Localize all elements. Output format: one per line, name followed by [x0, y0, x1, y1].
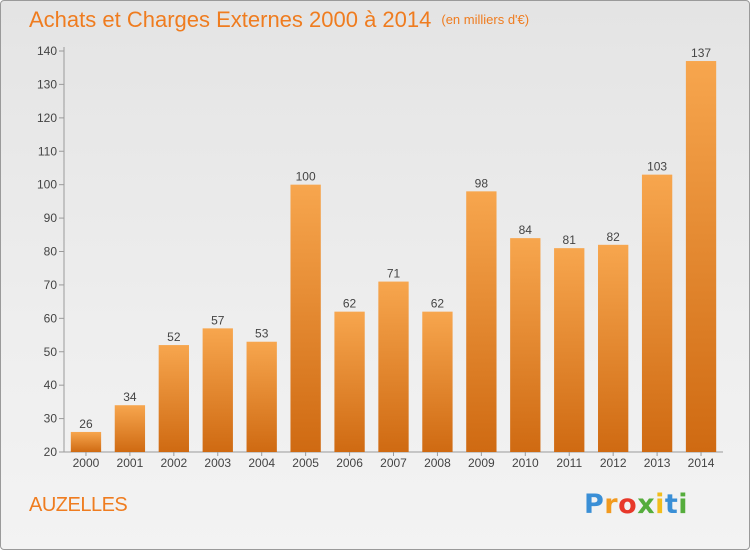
bar: [334, 311, 365, 452]
y-tick-label: 60: [44, 311, 58, 325]
x-tick-label: 2010: [512, 456, 539, 470]
y-tick-label: 130: [37, 77, 57, 91]
bar: [202, 328, 233, 452]
bar: [70, 431, 102, 452]
bar-value-label: 52: [167, 330, 181, 344]
bar-value-label: 103: [647, 160, 667, 174]
bar-value-label: 71: [387, 267, 401, 281]
bar: [246, 341, 277, 452]
x-tick-label: 2007: [380, 456, 407, 470]
bar-value-label: 100: [296, 170, 316, 184]
x-tick-label: 2014: [688, 456, 715, 470]
bar-value-label: 82: [606, 230, 620, 244]
bar: [158, 345, 189, 452]
logo-letter: o: [618, 489, 638, 520]
y-tick-label: 90: [44, 211, 58, 225]
bar: [290, 184, 321, 452]
bar-value-label: 34: [123, 390, 137, 404]
bar: [378, 281, 409, 452]
x-tick-label: 2006: [336, 456, 363, 470]
bar: [114, 405, 146, 452]
x-tick-label: 2005: [292, 456, 319, 470]
bar-value-label: 98: [475, 176, 489, 190]
logo-letter: i: [655, 489, 665, 520]
x-tick-label: 2000: [73, 456, 100, 470]
bar-value-label: 53: [255, 327, 269, 341]
x-tick-label: 2003: [204, 456, 231, 470]
logo-letter: i: [678, 489, 689, 520]
y-tick-label: 30: [44, 412, 58, 426]
y-tick-label: 40: [44, 378, 58, 392]
logo-letter: P: [584, 489, 605, 520]
bar: [554, 248, 585, 452]
bar: [598, 244, 629, 452]
logo-letter: r: [604, 489, 619, 520]
y-tick-label: 120: [37, 111, 57, 125]
bar-value-label: 137: [691, 46, 711, 60]
y-tick-label: 50: [44, 345, 58, 359]
bar: [422, 311, 453, 452]
chart-title: Achats et Charges Externes 2000 à 2014 (e…: [29, 7, 529, 33]
bar-value-label: 84: [519, 223, 533, 237]
bar-value-label: 26: [79, 417, 93, 431]
x-tick-label: 2004: [248, 456, 275, 470]
place-name: AUZELLES: [29, 494, 128, 516]
y-tick-label: 70: [44, 278, 58, 292]
bar: [466, 191, 497, 452]
logo-letter: x: [637, 489, 656, 520]
y-tick-label: 20: [44, 445, 58, 459]
y-tick-label: 80: [44, 245, 58, 259]
bar-value-label: 57: [211, 313, 225, 327]
bar-value-label: 81: [563, 233, 577, 247]
proxiti-logo: Proxiti: [584, 489, 688, 520]
bar: [685, 61, 717, 453]
x-tick-label: 2013: [644, 456, 671, 470]
y-tick-label: 100: [37, 178, 57, 192]
y-tick-label: 110: [38, 144, 57, 158]
bar-value-label: 62: [431, 297, 445, 311]
x-tick-label: 2001: [117, 456, 144, 470]
x-tick-label: 2002: [160, 456, 187, 470]
chart-title-text: Achats et Charges Externes 2000 à 2014: [29, 7, 432, 32]
bar-value-label: 62: [343, 297, 357, 311]
bar: [641, 174, 673, 452]
x-tick-label: 2008: [424, 456, 451, 470]
x-tick-label: 2012: [600, 456, 627, 470]
logo-letter: t: [664, 489, 679, 520]
chart-subtitle: (en milliers d'€): [441, 12, 530, 27]
x-tick-label: 2011: [556, 456, 582, 470]
x-tick-label: 2009: [468, 456, 495, 470]
bar: [510, 238, 541, 452]
y-tick-label: 140: [37, 44, 57, 58]
